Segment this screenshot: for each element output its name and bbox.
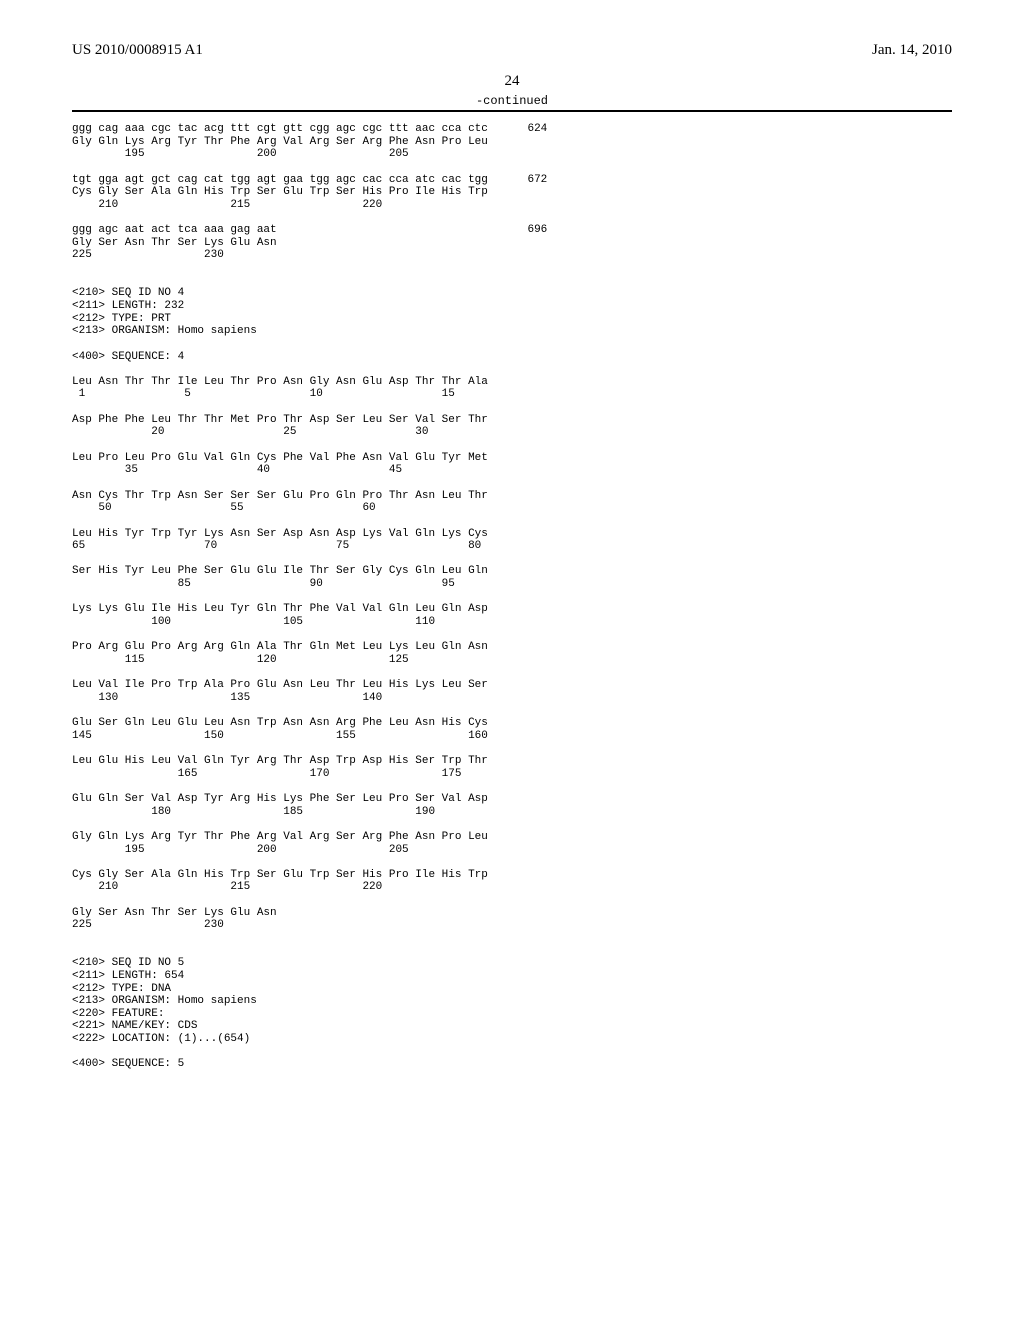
page-header: US 2010/0008915 A1 Jan. 14, 2010 [72, 42, 952, 59]
publication-number: US 2010/0008915 A1 [72, 42, 203, 59]
continued-label: -continued [72, 94, 952, 108]
publication-date: Jan. 14, 2010 [872, 42, 952, 59]
top-rule [72, 110, 952, 112]
sequence-listing: ggg cag aaa cgc tac acg ttt cgt gtt cgg … [72, 123, 952, 1071]
page-container: US 2010/0008915 A1 Jan. 14, 2010 24 -con… [0, 0, 1024, 1320]
page-number: 24 [72, 73, 952, 90]
